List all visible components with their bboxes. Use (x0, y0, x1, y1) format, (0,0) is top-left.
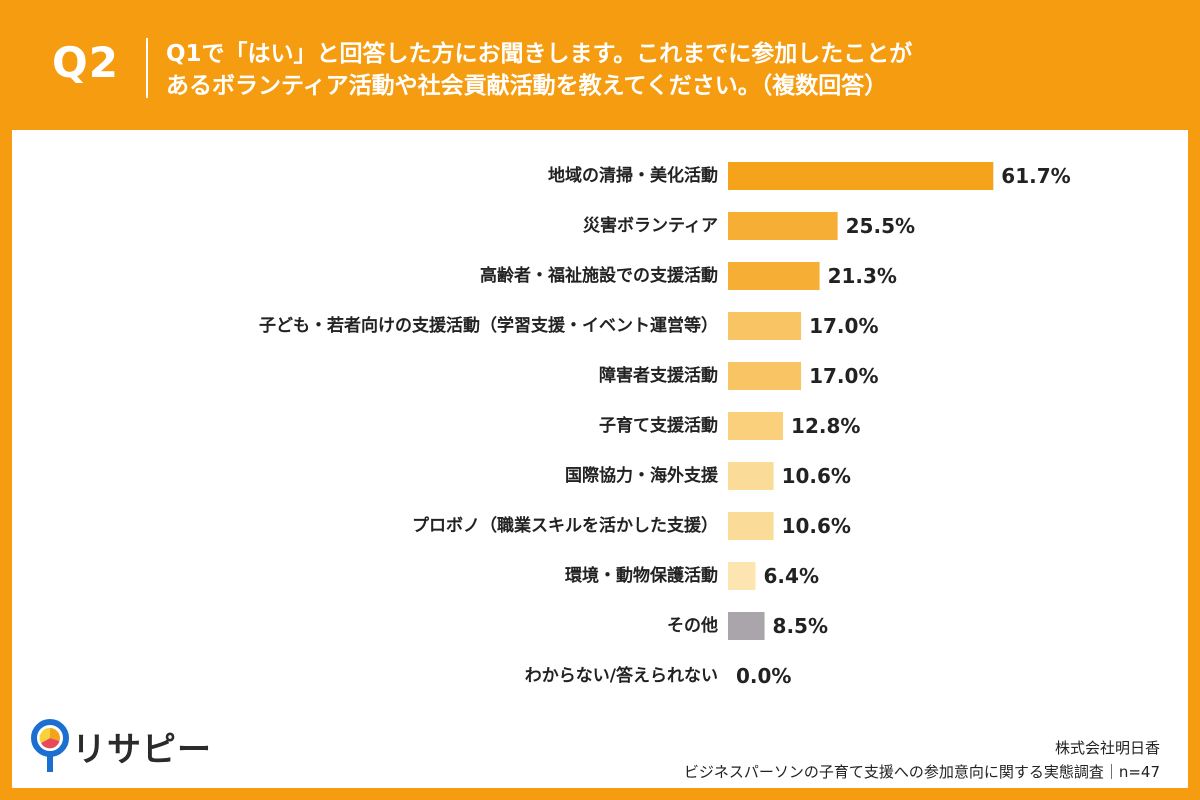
bar-chart: 地域の清掃・美化活動 61.7% 災害ボランティア 25.5% 高齢者・福祉施設での支援… (259, 162, 1071, 688)
value-label: 10.6% (782, 514, 851, 538)
footer-company: 株式会社明日香 (1054, 739, 1160, 757)
value-label: 10.6% (782, 464, 851, 488)
value-label: 17.0% (809, 364, 878, 388)
value-label: 6.4% (764, 564, 819, 588)
value-label: 61.7% (1001, 164, 1070, 188)
question-line-1: Q1で「はい」と回答した方にお聞きします。これまでに参加したことが (166, 41, 913, 67)
category-label: 国際協力・海外支援 (565, 465, 719, 486)
category-label: わからない/答えられない (525, 665, 718, 686)
logo-text: リサピー (72, 730, 212, 770)
category-label: 地域の清掃・美化活動 (548, 165, 718, 186)
question-number: Q2 (52, 38, 119, 87)
category-label: 災害ボランティア (583, 215, 718, 236)
category-label: 環境・動物保護活動 (565, 565, 718, 586)
bar (728, 362, 802, 390)
category-label: その他 (667, 615, 718, 636)
bar (728, 262, 820, 290)
category-label: 障害者支援活動 (599, 365, 718, 386)
value-label: 17.0% (809, 314, 878, 338)
value-label: 25.5% (846, 214, 915, 238)
value-label: 8.5% (773, 614, 828, 638)
bar (728, 462, 774, 490)
value-label: 12.8% (791, 414, 860, 438)
category-label: 子ども・若者向けの支援活動（学習支援・イベント運営等） (259, 315, 718, 336)
footer: 株式会社明日香 ビジネスパーソンの子育て支援への参加意向に関する実態調査｜n=4… (684, 736, 1160, 784)
bar (728, 412, 784, 440)
question-text: Q1で「はい」と回答した方にお聞きします。これまでに参加したことが あるボランテ… (166, 38, 1166, 102)
footer-survey: ビジネスパーソンの子育て支援への参加意向に関する実態調査｜n=47 (683, 763, 1160, 781)
bar (728, 612, 765, 640)
bar (728, 562, 756, 590)
category-label: 子育て支援活動 (599, 415, 718, 436)
question-line-2: あるボランティア活動や社会貢献活動を教えてください。（複数回答） (166, 73, 888, 99)
bar (728, 312, 802, 340)
bar (728, 512, 774, 540)
pin-logo-icon (31, 719, 69, 772)
bar (728, 162, 994, 190)
category-label: プロボノ（職業スキルを活かした支援） (412, 515, 718, 536)
value-label: 21.3% (828, 264, 897, 288)
brand-logo: リサピー (30, 718, 230, 778)
category-label: 高齢者・福祉施設での支援活動 (480, 265, 718, 286)
value-label: 0.0% (736, 664, 791, 688)
bar (728, 212, 838, 240)
header: Q2 Q1で「はい」と回答した方にお聞きします。これまでに参加したことが あるボ… (0, 0, 1200, 128)
header-divider (146, 38, 148, 98)
chart-panel: 地域の清掃・美化活動 61.7% 災害ボランティア 25.5% 高齢者・福祉施設での支援… (12, 130, 1188, 788)
